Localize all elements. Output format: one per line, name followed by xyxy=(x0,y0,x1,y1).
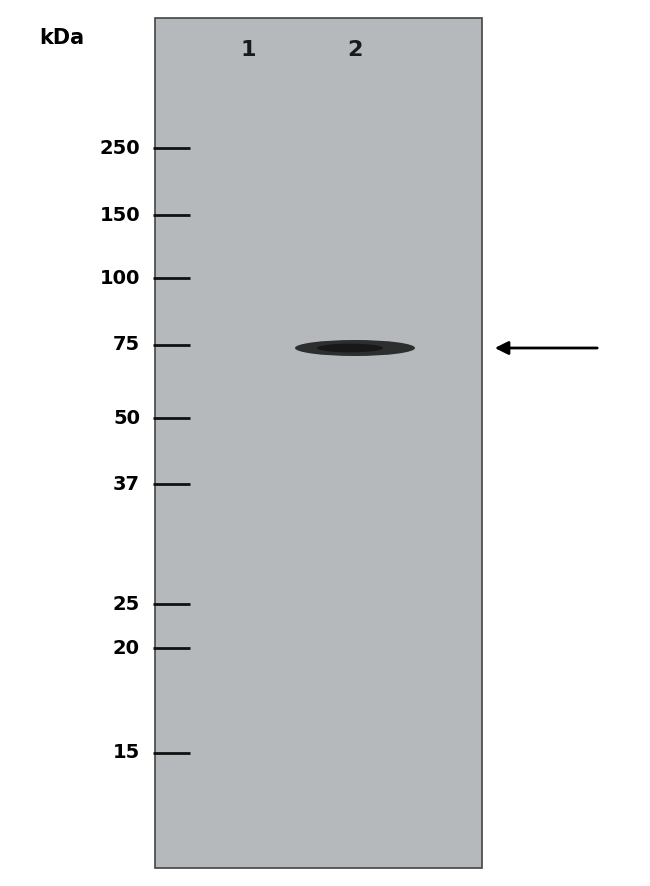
Text: 37: 37 xyxy=(113,475,140,494)
Text: 250: 250 xyxy=(99,138,140,158)
Text: 25: 25 xyxy=(112,595,140,613)
Text: 20: 20 xyxy=(113,639,140,657)
Ellipse shape xyxy=(317,344,383,353)
Text: kDa: kDa xyxy=(40,28,84,48)
Ellipse shape xyxy=(295,340,415,356)
Text: 100: 100 xyxy=(99,268,140,287)
Text: 50: 50 xyxy=(113,408,140,428)
Text: 150: 150 xyxy=(99,206,140,224)
Text: 75: 75 xyxy=(113,336,140,354)
Text: 2: 2 xyxy=(347,40,363,60)
Text: 1: 1 xyxy=(240,40,255,60)
Text: 15: 15 xyxy=(112,743,140,763)
Bar xyxy=(155,18,482,868)
